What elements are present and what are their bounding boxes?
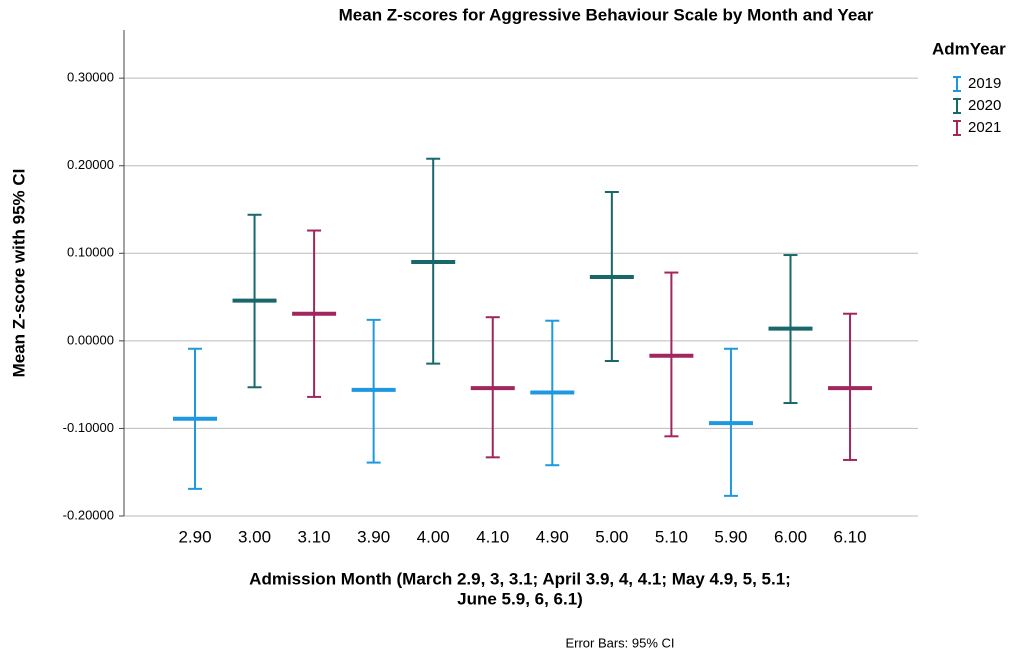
x-tick-label: 2.90: [178, 527, 211, 546]
chart-title: Mean Z-scores for Aggressive Behaviour S…: [339, 5, 874, 24]
y-axis-label: Mean Z-score with 95% CI: [9, 169, 28, 378]
x-tick-label: 5.90: [714, 527, 747, 546]
x-tick-label: 3.00: [238, 527, 271, 546]
y-tick-label: 0.10000: [67, 245, 114, 260]
x-tick-label: 3.90: [357, 527, 390, 546]
y-tick-label: 0.00000: [67, 332, 114, 347]
y-tick-label: -0.20000: [63, 507, 114, 522]
legend-title: AdmYear: [932, 39, 1006, 58]
footnote: Error Bars: 95% CI: [565, 635, 674, 650]
x-tick-label: 6.10: [834, 527, 867, 546]
legend-label: 2020: [968, 97, 1001, 114]
x-tick-label: 4.00: [417, 527, 450, 546]
x-axis-label: June 5.9, 6, 6.1): [457, 589, 583, 608]
x-tick-label: 3.10: [298, 527, 331, 546]
y-tick-label: 0.30000: [67, 70, 114, 85]
x-tick-label: 4.90: [536, 527, 569, 546]
y-tick-label: 0.20000: [67, 157, 114, 172]
x-tick-label: 5.10: [655, 527, 688, 546]
x-axis-label: Admission Month (March 2.9, 3, 3.1; Apri…: [249, 569, 791, 588]
x-tick-label: 5.00: [595, 527, 628, 546]
legend-label: 2019: [968, 75, 1001, 92]
x-tick-label: 4.10: [476, 527, 509, 546]
y-tick-label: -0.10000: [63, 420, 114, 435]
x-tick-label: 6.00: [774, 527, 807, 546]
legend-label: 2021: [968, 119, 1001, 136]
